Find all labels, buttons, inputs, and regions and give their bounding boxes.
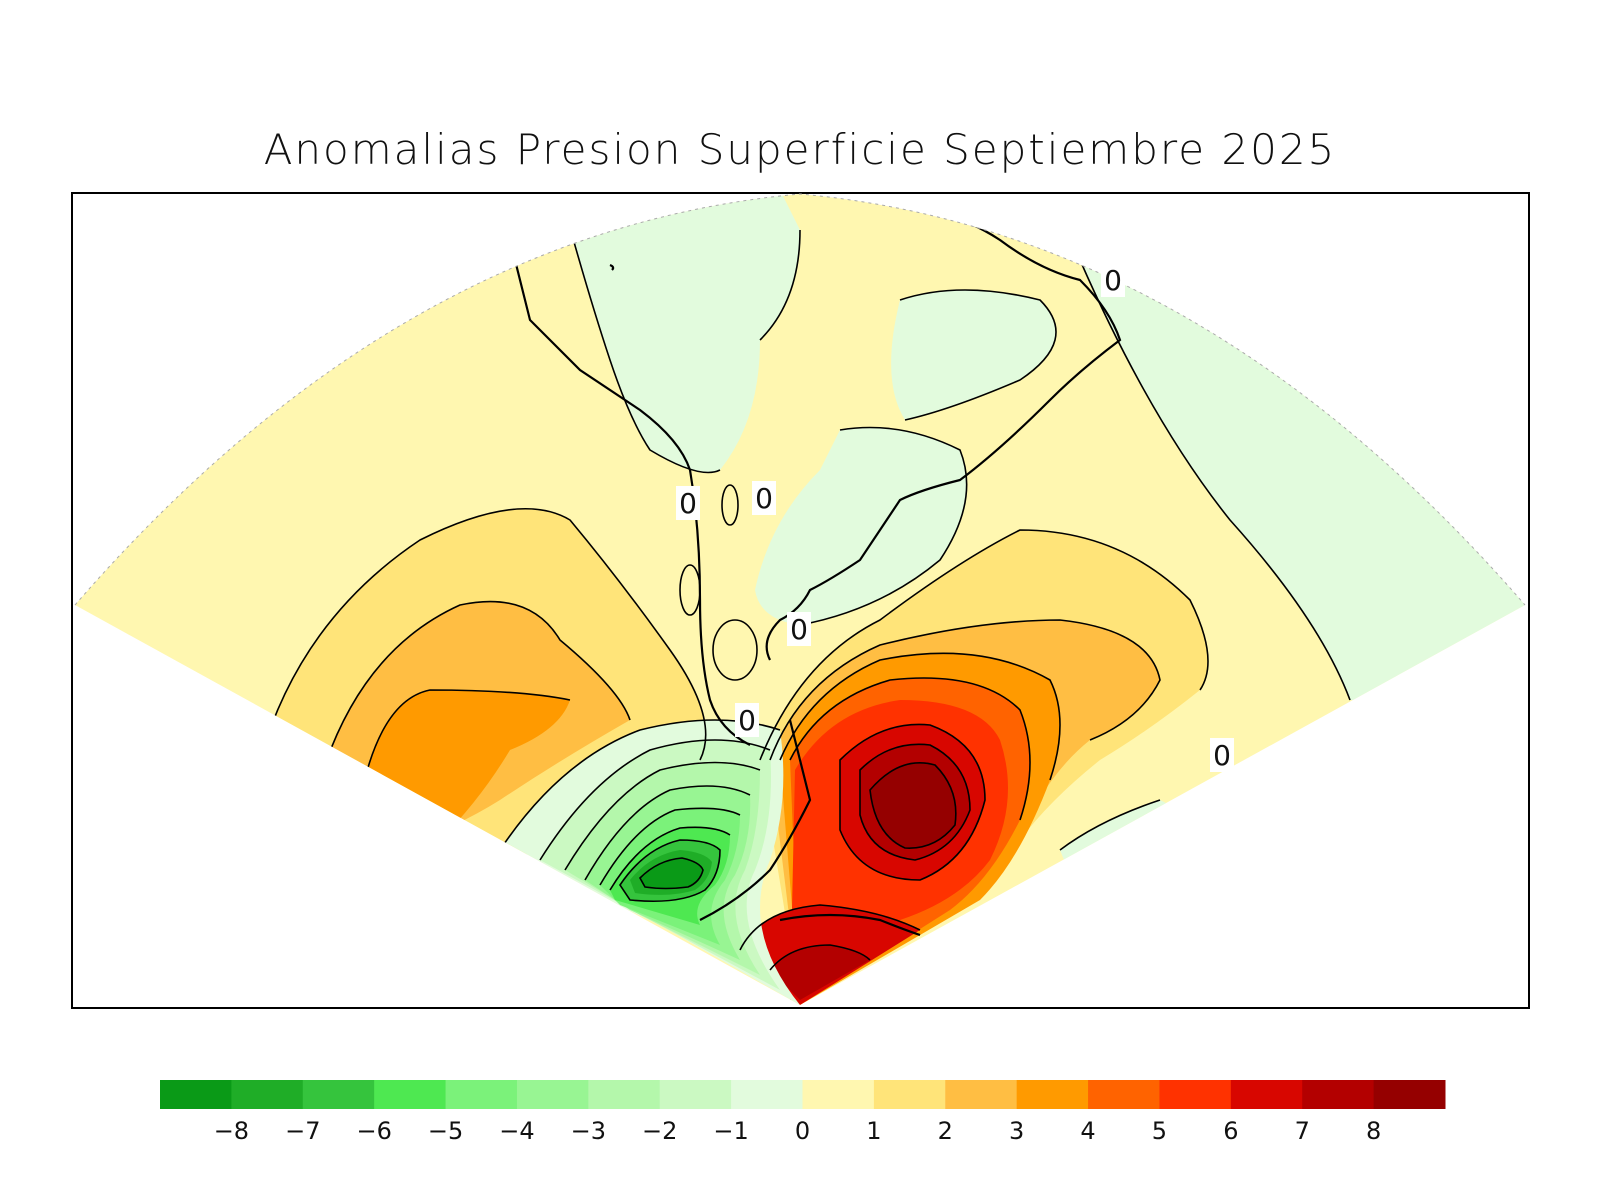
colorbar-tick-label: −4 xyxy=(499,1117,534,1145)
colorbar-tick-label: −8 xyxy=(214,1117,249,1145)
contour-lines xyxy=(259,209,1351,971)
map-title: Anomalias Presion Superficie Septiembre … xyxy=(263,125,1337,174)
fill-neg-9 xyxy=(640,858,703,889)
contour-label: 0 xyxy=(755,482,773,515)
colorbar-swatch xyxy=(374,1080,447,1109)
colorbar-swatch xyxy=(1373,1080,1446,1109)
contour-label: 0 xyxy=(679,487,697,520)
colorbar-swatch xyxy=(1302,1080,1375,1109)
colorbar-tick-label: 8 xyxy=(1366,1117,1381,1145)
colorbar-swatch xyxy=(516,1080,589,1109)
contour-label: 0 xyxy=(1213,739,1231,772)
colorbar-swatch xyxy=(1016,1080,1089,1109)
colorbar-tick-label: 0 xyxy=(795,1117,810,1145)
fill-neg-central xyxy=(755,427,967,625)
colorbar-tick-label: 2 xyxy=(938,1117,953,1145)
colorbar-tick-label: 1 xyxy=(866,1117,881,1145)
colorbar-swatch xyxy=(160,1080,232,1109)
colorbar-swatch xyxy=(731,1080,803,1109)
colorbar-swatch xyxy=(873,1080,946,1109)
colorbar-swatch xyxy=(1088,1080,1160,1109)
contour-label: 0 xyxy=(1104,264,1122,297)
colorbar: −8 −7 −6 −5 −4 −3 −2 −1 0 1 2 3 4 5 6 7 8 xyxy=(160,1080,1446,1145)
contour-label: 0 xyxy=(738,704,756,737)
colorbar-tick-label: −5 xyxy=(428,1117,463,1145)
contour-label: 0 xyxy=(790,613,808,646)
colorbar-swatch xyxy=(231,1080,304,1109)
colorbar-tick-label: 4 xyxy=(1080,1117,1095,1145)
colorbar-tick-label: −3 xyxy=(571,1117,606,1145)
colorbar-swatch xyxy=(945,1080,1018,1109)
colorbar-swatch xyxy=(588,1080,661,1109)
fill-neg-brazil xyxy=(891,290,1056,420)
colorbar-tick-label: 7 xyxy=(1295,1117,1310,1145)
colorbar-tick-label: 3 xyxy=(1009,1117,1024,1145)
colorbar-swatch xyxy=(445,1080,518,1109)
fill-pos-south-core xyxy=(770,945,870,1000)
colorbar-tick-label: 6 xyxy=(1223,1117,1238,1145)
colorbar-swatch xyxy=(302,1080,375,1109)
colorbar-tick-label: −1 xyxy=(713,1117,748,1145)
fill-pos-9 xyxy=(870,762,956,849)
coastlines xyxy=(359,208,1122,937)
colorbar-swatch xyxy=(1230,1080,1303,1109)
colorbar-swatch xyxy=(802,1080,875,1109)
colorbar-swatch xyxy=(659,1080,732,1109)
wedge-outline xyxy=(74,193,1526,606)
contour-label-group: 0 0 0 0 0 0 xyxy=(676,263,1234,772)
colorbar-swatch xyxy=(1159,1080,1232,1109)
fill-neg-north xyxy=(560,194,800,473)
colorbar-tick-label: 5 xyxy=(1152,1117,1167,1145)
colorbar-tick-label: −7 xyxy=(285,1117,320,1145)
colorbar-tick-label: −6 xyxy=(356,1117,391,1145)
colorbar-tick-label: −2 xyxy=(642,1117,677,1145)
